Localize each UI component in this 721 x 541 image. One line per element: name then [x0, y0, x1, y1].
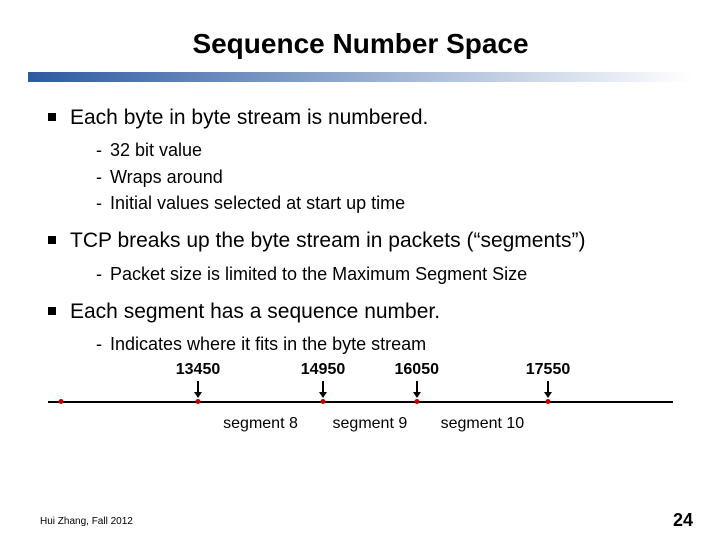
footer-left: Hui Zhang, Fall 2012 — [40, 516, 133, 527]
slide-number: 24 — [673, 510, 693, 531]
bullet-1-sub-2: -Wraps around — [96, 165, 673, 189]
diagram-baseline — [48, 401, 673, 403]
segment-label-1: segment 8 — [223, 415, 298, 433]
bullet-1-sub-1-text: 32 bit value — [110, 138, 202, 162]
dash-icon: - — [96, 165, 102, 189]
bullet-2-sub-1: -Packet size is limited to the Maximum S… — [96, 262, 673, 286]
tick-label-2: 14950 — [301, 361, 346, 379]
diagram-dot-3 — [414, 399, 419, 404]
title-divider — [28, 72, 693, 82]
bullet-1-text: Each byte in byte stream is numbered. — [70, 104, 673, 132]
diagram-dot-2 — [321, 399, 326, 404]
bullet-1-sub-1: -32 bit value — [96, 138, 673, 162]
bullet-3: Each segment has a sequence number. — [48, 298, 673, 326]
square-bullet-icon — [48, 307, 56, 315]
content-area: Each byte in byte stream is numbered. -3… — [0, 82, 721, 441]
diagram-dot-1 — [196, 399, 201, 404]
square-bullet-icon — [48, 236, 56, 244]
segment-label-2: segment 9 — [333, 415, 408, 433]
bullet-2: TCP breaks up the byte stream in packets… — [48, 227, 673, 255]
diagram-dot-start — [58, 399, 63, 404]
bullet-1-sub-2-text: Wraps around — [110, 165, 223, 189]
bullet-3-sub-1-text: Indicates where it fits in the byte stre… — [110, 332, 426, 356]
segment-label-3: segment 10 — [441, 415, 525, 433]
bullet-1: Each byte in byte stream is numbered. — [48, 104, 673, 132]
bullet-3-sub-1: -Indicates where it fits in the byte str… — [96, 332, 673, 356]
diagram-dot-4 — [546, 399, 551, 404]
sequence-diagram: 13450 14950 16050 17550 segment 8 segmen… — [48, 361, 673, 441]
bullet-3-text: Each segment has a sequence number. — [70, 298, 673, 326]
bullet-1-sub-3: -Initial values selected at start up tim… — [96, 191, 673, 215]
slide: { "title": "Sequence Number Space", "div… — [0, 0, 721, 541]
tick-label-3: 16050 — [395, 361, 440, 379]
bullet-2-text: TCP breaks up the byte stream in packets… — [70, 227, 673, 255]
slide-title: Sequence Number Space — [0, 0, 721, 60]
tick-arrow-1-icon — [194, 381, 202, 398]
bullet-2-sub-1-text: Packet size is limited to the Maximum Se… — [110, 262, 527, 286]
bullet-1-sub-3-text: Initial values selected at start up time — [110, 191, 405, 215]
tick-label-1: 13450 — [176, 361, 221, 379]
dash-icon: - — [96, 332, 102, 356]
square-bullet-icon — [48, 113, 56, 121]
tick-arrow-2-icon — [319, 381, 327, 398]
dash-icon: - — [96, 191, 102, 215]
dash-icon: - — [96, 138, 102, 162]
tick-label-4: 17550 — [526, 361, 571, 379]
tick-arrow-3-icon — [413, 381, 421, 398]
tick-arrow-4-icon — [544, 381, 552, 398]
dash-icon: - — [96, 262, 102, 286]
